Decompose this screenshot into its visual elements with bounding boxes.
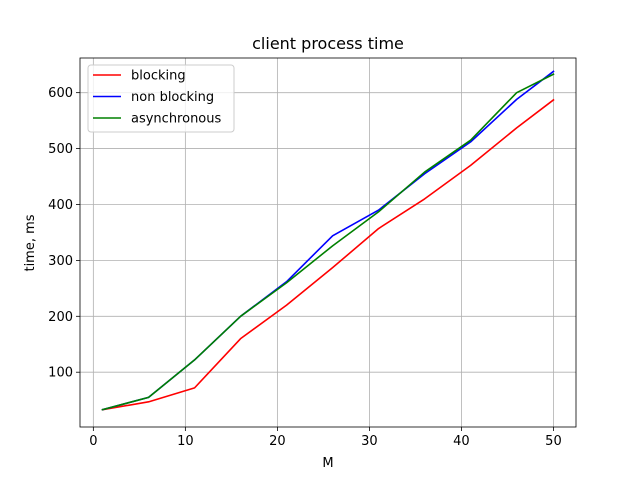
legend-label: blocking bbox=[131, 69, 186, 84]
y-tick-label: 300 bbox=[48, 254, 73, 269]
y-tick-label: 200 bbox=[48, 310, 73, 325]
y-tick-label: 100 bbox=[48, 366, 73, 381]
plot-frame bbox=[79, 57, 577, 428]
x-tick-label: 30 bbox=[361, 434, 378, 449]
x-tick-label: 0 bbox=[89, 434, 97, 449]
y-axis-label: time, ms bbox=[23, 214, 38, 271]
legend-label: non blocking bbox=[131, 90, 214, 105]
y-tick-label: 600 bbox=[48, 86, 73, 101]
x-tick-label: 10 bbox=[177, 434, 194, 449]
series-lines bbox=[101, 70, 555, 411]
x-axis-ticks: 0 10 20 30 40 50 bbox=[89, 427, 562, 449]
x-tick-label: 40 bbox=[453, 434, 470, 449]
x-axis-label: M bbox=[322, 456, 333, 471]
series-line-blocking bbox=[101, 98, 555, 411]
x-tick-label: 20 bbox=[269, 434, 286, 449]
y-axis-ticks: 100 200 300 400 500 600 bbox=[48, 86, 80, 381]
legend-box bbox=[87, 64, 235, 133]
x-tick-label: 50 bbox=[545, 434, 562, 449]
legend: blocking non blocking asynchronous bbox=[87, 64, 235, 133]
chart-title: client process time bbox=[252, 34, 404, 53]
y-tick-label: 400 bbox=[48, 198, 73, 213]
y-tick-label: 500 bbox=[48, 142, 73, 157]
legend-label: asynchronous bbox=[131, 112, 222, 127]
series-line-asynchronous bbox=[101, 73, 555, 411]
